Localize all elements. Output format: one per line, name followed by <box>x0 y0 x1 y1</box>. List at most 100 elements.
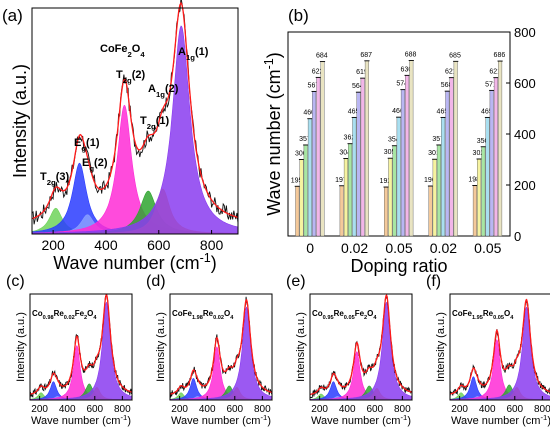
bar <box>493 77 498 237</box>
bar <box>441 117 446 237</box>
x-tick-label: 400 <box>479 404 496 415</box>
peak-label-t2g3: T2g(3) <box>40 171 69 187</box>
x-tick-label: 800 <box>254 404 271 415</box>
y-tick-label: 200 <box>514 178 536 193</box>
x-tick-label: 0.02 <box>430 240 457 256</box>
bar <box>453 61 458 237</box>
x-tick-label: 0.05 <box>385 240 412 256</box>
bar-value-label: 568 <box>441 82 453 89</box>
panel-f-title: CoFe1.95Re0.05O4 <box>452 309 514 321</box>
y-axis-label: Intensity (a.u.) <box>295 312 307 382</box>
y-axis-label: Intensity (a.u.) <box>155 312 167 382</box>
peak-label-a1g1: A1g(1) <box>178 46 209 62</box>
x-tick-label: 0.02 <box>341 240 368 256</box>
x-axis-label: Wave number (cm-1) <box>311 413 411 428</box>
peak-label-eg2: Eg(2) <box>82 157 108 173</box>
y-tick-label: 600 <box>514 76 536 91</box>
bar <box>392 145 397 237</box>
panel-e-title: Co0.95Re0.05Fe2O4 <box>312 309 377 321</box>
x-tick-label: 200 <box>31 404 48 415</box>
bar-value-label: 622 <box>312 68 324 75</box>
bar-value-label: 621 <box>445 69 457 76</box>
bar-value-label: 466 <box>392 108 404 115</box>
bar <box>409 60 414 237</box>
bar-value-label: 350 <box>477 138 489 145</box>
x-tick-label: 600 <box>86 404 103 415</box>
bar-value-label: 357 <box>432 136 444 143</box>
peak-label-t2g2: T2g(2) <box>116 69 145 85</box>
bar <box>312 91 317 237</box>
peak-a1g1 <box>449 306 550 401</box>
bar-value-label: 460 <box>303 110 315 117</box>
x-tick-label: 600 <box>366 404 383 415</box>
bar-value-label: 685 <box>449 52 461 59</box>
fit-curve <box>31 1 239 220</box>
bar <box>352 117 357 237</box>
x-tick-label: 600 <box>506 404 523 415</box>
y-tick-label: 800 <box>514 25 536 40</box>
bar <box>343 158 348 237</box>
fit-curve <box>449 298 550 395</box>
bar <box>303 144 308 237</box>
bar <box>428 185 433 237</box>
plot-frame <box>169 293 273 401</box>
fit-curve <box>169 298 273 395</box>
x-tick-label: 0 <box>306 240 314 256</box>
panel-f-label: (f) <box>426 273 441 290</box>
bar-value-label: 301 <box>428 150 440 157</box>
bar <box>400 89 405 237</box>
bar <box>316 77 321 237</box>
bar-value-label: 630 <box>401 66 413 73</box>
panel-e-label: (e) <box>286 273 306 290</box>
bar-value-label: 304 <box>339 149 351 156</box>
bar <box>356 91 361 237</box>
peak-a1g1 <box>309 301 413 401</box>
bar <box>405 75 410 237</box>
bar <box>498 60 503 237</box>
peak-label-a1g2: A1g(2) <box>148 83 179 99</box>
panel-a-title: CoFe2O4 <box>100 43 145 59</box>
plot-frame <box>309 293 413 401</box>
bar-value-label: 305 <box>384 149 396 156</box>
bar-value-label: 684 <box>316 53 328 60</box>
x-tick-label: 800 <box>534 404 550 415</box>
bar <box>307 118 312 237</box>
plot-frame <box>31 7 239 235</box>
panel-d-label: (d) <box>146 273 166 290</box>
bar-value-label: 619 <box>356 69 368 76</box>
x-tick-label: 800 <box>114 404 131 415</box>
bar-value-label: 687 <box>360 52 372 59</box>
y-axis-label: Intensity (a.u.) <box>435 312 447 382</box>
bar-value-label: 192 <box>380 178 392 185</box>
bar-value-label: 621 <box>489 69 501 76</box>
panel-b-label: (b) <box>288 6 309 25</box>
bar <box>449 77 454 237</box>
panel-d-title: CoFe1.98Re0.02O4 <box>172 309 234 321</box>
x-axis-label: Doping ratio <box>350 256 447 276</box>
x-tick-label: 600 <box>226 404 243 415</box>
panel-b: 0 200 400 600 800 195 300 357 460 567 622 684 0 197 30… <box>262 25 536 276</box>
x-axis-label: Wave number (cm-1) <box>171 413 271 428</box>
x-tick-label: 200 <box>451 404 468 415</box>
bar <box>384 186 389 237</box>
x-axis-label: Wave number (cm-1) <box>451 413 550 428</box>
bar <box>299 159 304 237</box>
plot-frame <box>449 293 550 401</box>
bar <box>477 158 482 237</box>
bar <box>489 90 494 237</box>
x-tick-label: 400 <box>59 404 76 415</box>
bar <box>360 77 365 237</box>
peak-a1g1 <box>31 25 239 235</box>
panel-a-label: (a) <box>2 6 23 25</box>
peak-label-eg1: Eg(1) <box>74 137 100 153</box>
bar <box>396 116 401 237</box>
x-tick-label: 400 <box>199 404 216 415</box>
bar-value-label: 354 <box>388 137 400 144</box>
bar <box>485 117 490 237</box>
bar-value-label: 465 <box>437 108 449 115</box>
bar-value-label: 574 <box>396 81 408 88</box>
